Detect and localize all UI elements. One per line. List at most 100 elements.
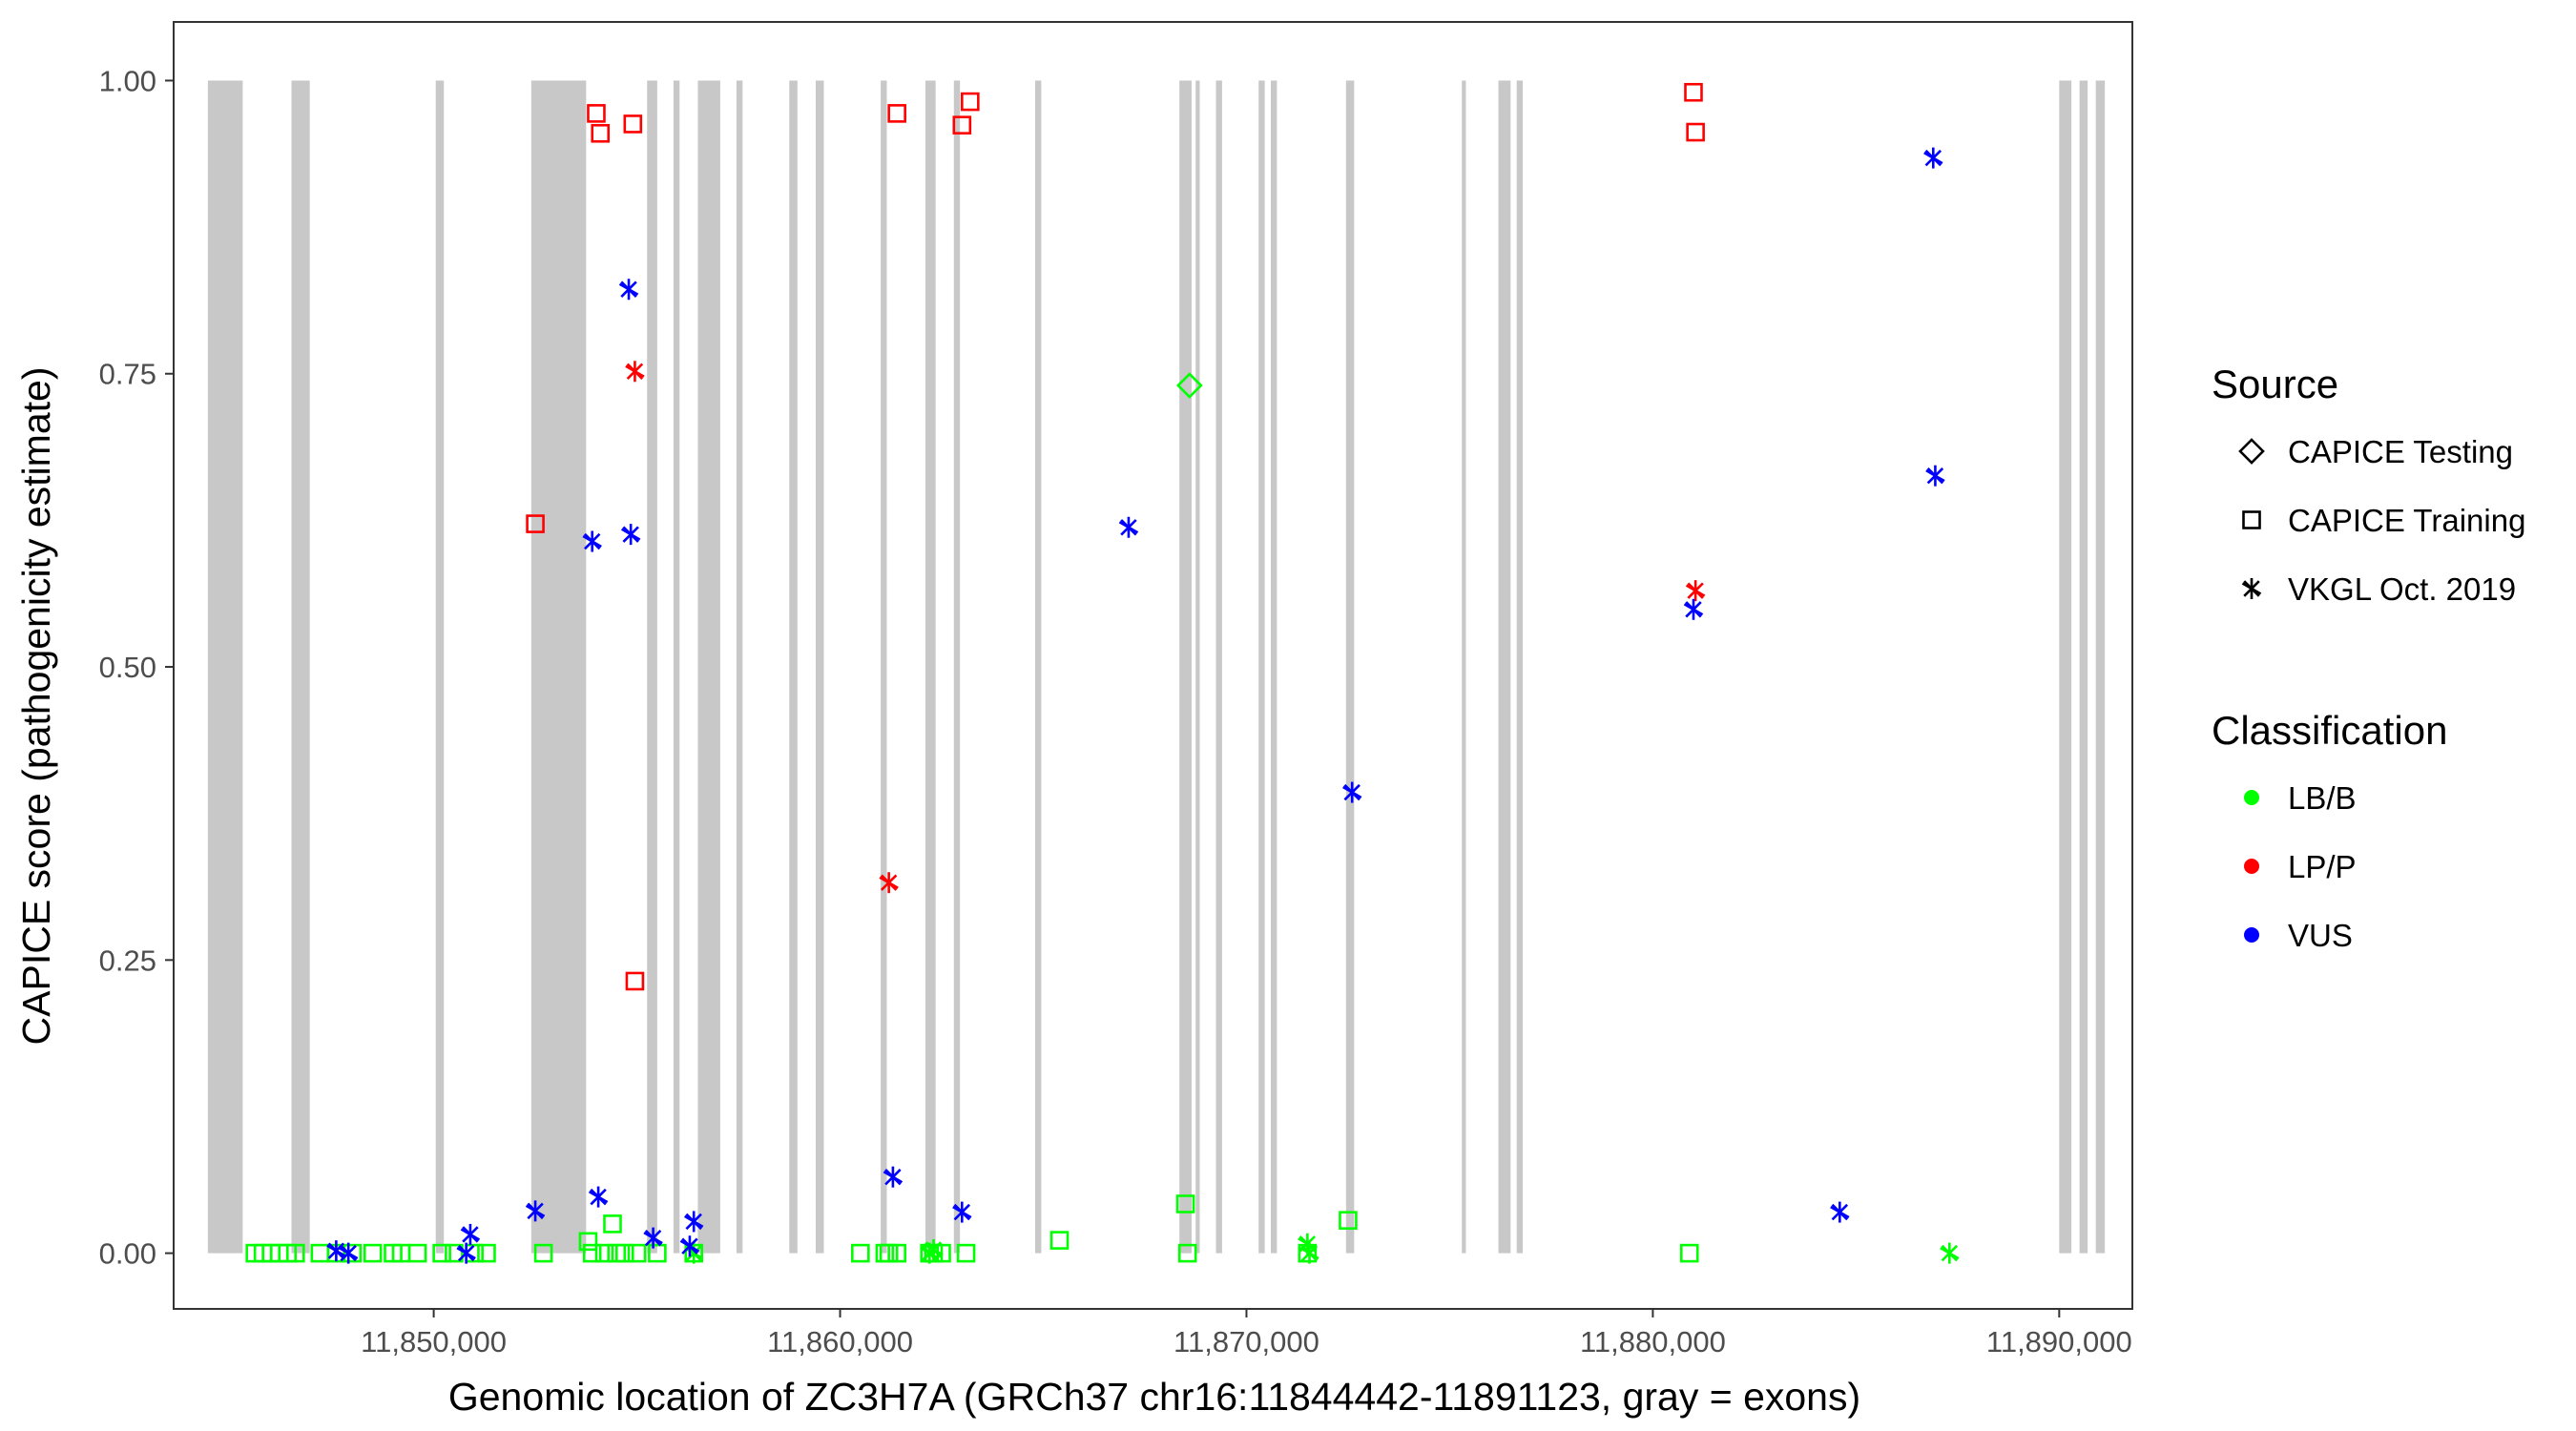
data-point — [1177, 1243, 1197, 1263]
exon-band — [1345, 80, 1355, 1254]
data-point — [343, 1243, 363, 1263]
data-point — [525, 1200, 546, 1222]
data-point — [587, 104, 606, 123]
legend-class-label: VUS — [2288, 918, 2353, 953]
exon-band — [924, 80, 936, 1254]
exon-band — [697, 80, 720, 1254]
data-point — [582, 1243, 602, 1263]
data-point — [887, 104, 906, 123]
data-point — [1118, 516, 1139, 538]
data-point — [1683, 598, 1704, 620]
data-point — [445, 1243, 464, 1263]
data-point — [679, 1235, 700, 1257]
exon-band — [881, 80, 887, 1254]
axes: 11,850,000 11,860,000 11,870,000 11,880,000… — [99, 64, 2132, 1358]
exon-band — [789, 80, 798, 1254]
legend-key-diamond — [2238, 438, 2265, 465]
legend-key-square — [2242, 510, 2261, 529]
data-point — [582, 530, 602, 552]
y-tick-label: 1.00 — [99, 64, 156, 97]
data-point — [460, 1223, 481, 1245]
y-tick-label: 0.50 — [99, 651, 156, 684]
data-point — [883, 1166, 904, 1188]
data-point — [594, 1243, 614, 1263]
exon-band — [736, 80, 743, 1254]
data-point — [588, 1186, 609, 1208]
legend-source-label: CAPICE Testing — [2288, 434, 2513, 469]
legend: Source CAPICE Testing CAPICE Training VKGL … — [2212, 362, 2525, 953]
data-point — [1686, 122, 1705, 142]
data-point — [526, 514, 545, 533]
data-point — [1830, 1201, 1850, 1223]
exon-band — [530, 80, 587, 1254]
data-point — [924, 1238, 944, 1260]
data-point — [1339, 1211, 1358, 1230]
legend-key-dot — [2244, 859, 2259, 874]
legend-class-label: LB/B — [2288, 780, 2357, 816]
data-point — [1925, 465, 1945, 487]
data-point — [533, 1243, 553, 1263]
data-point — [407, 1243, 427, 1263]
data-point — [1940, 1242, 1960, 1264]
data-point — [684, 1211, 704, 1233]
data-point — [614, 1243, 634, 1263]
data-point — [648, 1243, 667, 1263]
data-point — [1175, 1194, 1195, 1213]
exon-band — [435, 80, 445, 1254]
x-tick-label: 11,850,000 — [361, 1325, 507, 1358]
exon-band — [2095, 80, 2106, 1254]
x-tick-label: 11,890,000 — [1986, 1325, 2132, 1358]
data-point — [952, 115, 972, 135]
data-point — [477, 1243, 496, 1263]
data-point — [1175, 372, 1203, 399]
data-point — [627, 1243, 647, 1263]
legend-source-label: VKGL Oct. 2019 — [2288, 571, 2516, 607]
exon-band — [1179, 80, 1192, 1254]
exon-band — [953, 80, 961, 1254]
data-point — [456, 1242, 476, 1264]
data-point — [1299, 1242, 1319, 1264]
x-axis-title: Genomic location of ZC3H7A (GRCh37 chr16… — [448, 1375, 1860, 1419]
data-point — [879, 872, 899, 894]
exon-band — [1215, 80, 1222, 1254]
exon-bands — [207, 80, 2106, 1254]
legend-class-label: LP/P — [2288, 849, 2357, 884]
data-point — [1342, 781, 1362, 803]
data-point — [285, 1243, 305, 1263]
data-point — [578, 1232, 598, 1252]
y-tick-label: 0.00 — [99, 1237, 156, 1271]
plot-panel-border — [173, 21, 2133, 1310]
exon-band — [291, 80, 310, 1254]
data-point — [620, 524, 641, 546]
data-point — [1684, 82, 1703, 102]
exon-band — [2079, 80, 2088, 1254]
legend-source-title: Source — [2212, 362, 2338, 406]
legend-classification-title: Classification — [2212, 708, 2447, 753]
exon-band — [1462, 80, 1466, 1254]
exon-band — [673, 80, 680, 1254]
legend-key-asterisk — [2241, 578, 2262, 599]
data-point — [591, 123, 611, 143]
data-point — [851, 1243, 870, 1263]
legend-key-dot — [2244, 927, 2259, 943]
exon-band — [647, 80, 657, 1254]
data-point — [625, 971, 645, 991]
y-tick-label: 0.75 — [99, 358, 156, 391]
data-point — [887, 1243, 906, 1263]
legend-source-label: CAPICE Training — [2288, 503, 2525, 538]
exon-band — [2059, 80, 2072, 1254]
exon-band — [207, 80, 243, 1254]
exon-band — [1195, 80, 1200, 1254]
exon-band — [1034, 80, 1042, 1254]
data-point — [432, 1243, 451, 1263]
exon-band — [1258, 80, 1265, 1254]
exon-band — [815, 80, 824, 1254]
data-point — [310, 1243, 330, 1263]
data-point — [363, 1243, 383, 1263]
data-point — [952, 1201, 972, 1223]
data-point — [643, 1227, 663, 1249]
data-point — [961, 92, 980, 112]
data-point — [1923, 147, 1943, 169]
exon-band — [1516, 80, 1524, 1254]
